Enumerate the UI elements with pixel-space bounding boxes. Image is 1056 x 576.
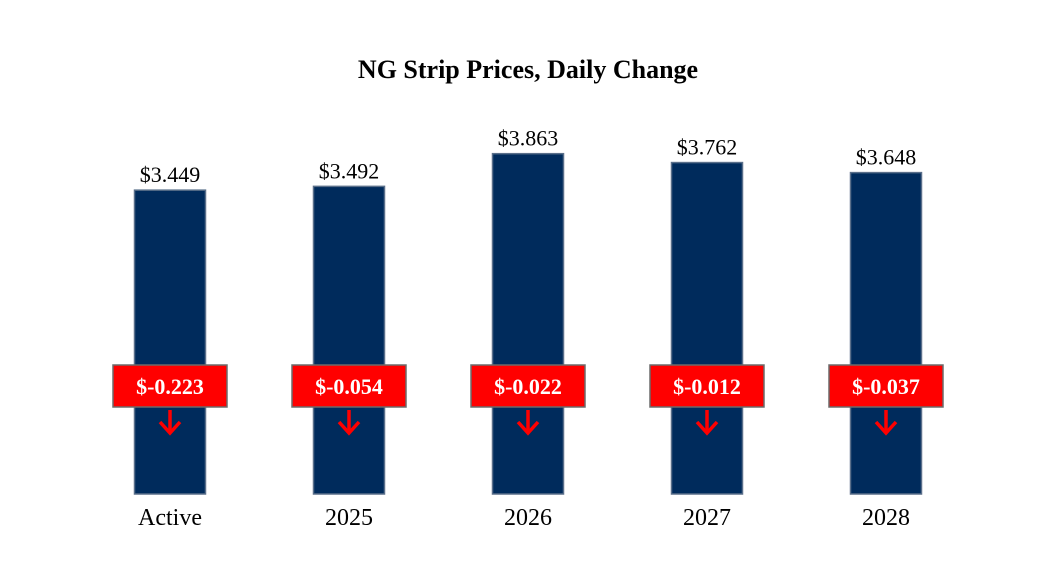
daily-change-badge: $-0.012 xyxy=(649,364,765,436)
change-box xyxy=(649,364,765,408)
category-label: 2028 xyxy=(862,505,910,531)
category-labels-layer: Active 2025 2026 2027 2028 xyxy=(138,505,910,531)
bar-value-label: $3.762 xyxy=(677,135,738,160)
bar-value-label: $3.648 xyxy=(856,145,917,170)
change-value-label: $-0.223 xyxy=(136,374,204,399)
arrow-down-icon xyxy=(874,410,898,436)
category-label: 2027 xyxy=(683,505,731,531)
arrow-down-icon xyxy=(158,410,182,436)
bars-layer xyxy=(133,152,923,495)
arrow-down-icon xyxy=(516,410,540,436)
change-value-label: $-0.054 xyxy=(315,374,383,399)
bar-value-label: $3.449 xyxy=(140,162,201,187)
change-value-label: $-0.037 xyxy=(852,374,920,399)
bar-2025 xyxy=(312,185,386,495)
change-box xyxy=(112,364,228,408)
change-box xyxy=(291,364,407,408)
change-value-label: $-0.012 xyxy=(673,374,741,399)
daily-change-badge: $-0.054 xyxy=(291,364,407,436)
bar-value-label: $3.492 xyxy=(319,158,380,183)
bar-value-label: $3.863 xyxy=(498,126,559,151)
chart-title: NG Strip Prices, Daily Change xyxy=(358,55,698,84)
daily-change-layer: $-0.223 $-0.054 $-0.022 $-0.012 $-0.037 xyxy=(112,364,944,436)
category-label: Active xyxy=(138,505,202,531)
daily-change-badge: $-0.037 xyxy=(828,364,944,436)
daily-change-badge: $-0.223 xyxy=(112,364,228,436)
bar-2027 xyxy=(670,161,744,495)
bar-2028 xyxy=(849,171,923,495)
value-labels-layer: $3.449 $3.492 $3.863 $3.762 $3.648 xyxy=(140,126,917,187)
arrow-down-icon xyxy=(695,410,719,436)
daily-change-badge: $-0.022 xyxy=(470,364,586,436)
change-box xyxy=(470,364,586,408)
change-box xyxy=(828,364,944,408)
change-value-label: $-0.022 xyxy=(494,374,562,399)
bar-active xyxy=(133,189,207,495)
category-label: 2026 xyxy=(504,505,552,531)
category-label: 2025 xyxy=(325,505,373,531)
arrow-down-icon xyxy=(337,410,361,436)
bar-2026 xyxy=(491,152,565,495)
